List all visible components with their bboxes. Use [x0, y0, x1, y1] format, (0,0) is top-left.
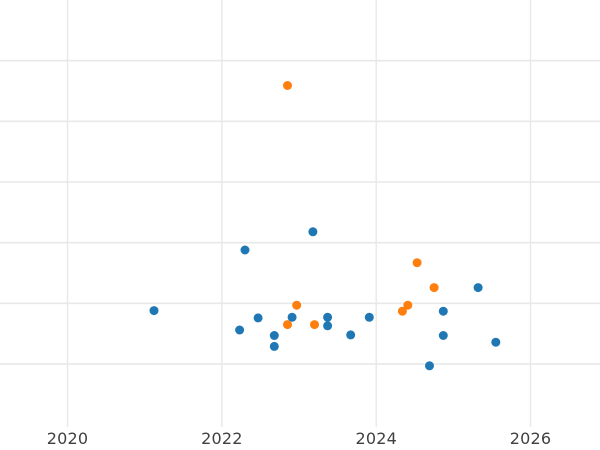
data-point-orange: [397, 306, 407, 316]
data-point-blue: [438, 306, 448, 316]
data-point-blue: [346, 330, 356, 340]
x-tick-label: 2026: [510, 429, 552, 448]
data-point-blue: [438, 331, 448, 340]
data-point-blue: [491, 337, 501, 347]
data-point-orange: [283, 320, 292, 330]
data-point-blue: [323, 321, 333, 331]
data-point-blue: [269, 331, 279, 340]
data-point-blue: [364, 312, 374, 322]
data-point-orange: [283, 81, 292, 90]
data-point-blue: [253, 313, 263, 323]
data-point-blue: [425, 361, 434, 371]
x-tick-label: 2020: [47, 429, 89, 448]
data-point-blue: [269, 341, 279, 351]
data-point-orange: [403, 300, 413, 310]
data-point-blue: [235, 325, 245, 335]
data-point-orange: [412, 258, 422, 268]
data-point-orange: [429, 283, 439, 293]
data-point-blue: [149, 306, 159, 316]
data-point-blue: [473, 283, 483, 293]
data-point-blue: [240, 245, 250, 255]
data-point-orange: [292, 300, 302, 310]
data-point-orange: [310, 320, 319, 330]
data-point-blue: [323, 312, 333, 322]
x-tick-label: 2022: [201, 429, 243, 448]
data-point-blue: [287, 312, 297, 322]
x-tick-label: 2024: [355, 429, 397, 448]
data-point-blue: [308, 227, 318, 237]
